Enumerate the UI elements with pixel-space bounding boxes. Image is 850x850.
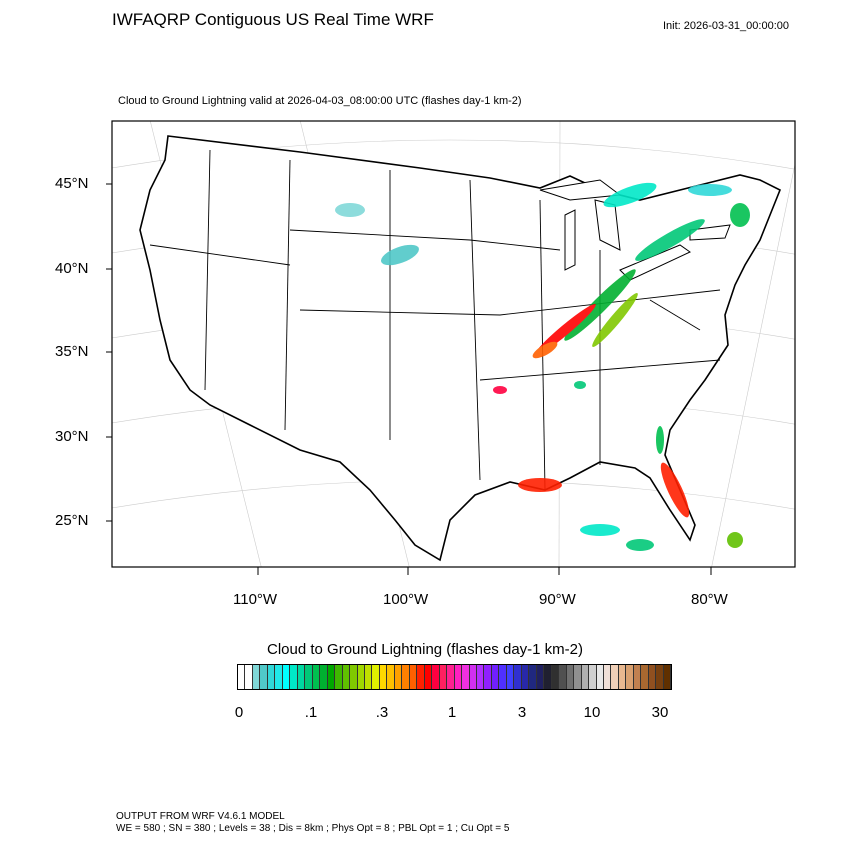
colorbar-swatch [267,665,276,689]
colorbar-swatch [372,665,380,689]
footer-config: WE = 580 ; SN = 380 ; Levels = 38 ; Dis … [116,823,510,834]
lightning-cells [335,182,750,551]
colorbar-swatch [320,665,328,689]
colorbar-swatch [529,665,537,689]
colorbar-swatch [402,665,410,689]
colorbar-swatch [611,665,619,689]
colorbar-swatch [432,665,440,689]
colorbar-swatch [589,665,597,689]
colorbar-swatch [447,665,455,689]
colorbar-swatch [327,665,336,689]
colorbar [237,664,673,690]
lat-ticks [106,183,112,522]
colorbar-swatch [260,665,268,689]
colorbar-swatch [626,665,634,689]
colorbar-swatch [297,665,306,689]
great-lakes [539,179,731,281]
colorbar-swatch [350,665,358,689]
colorbar-swatch [641,665,649,689]
colorbar-swatch [409,665,418,689]
colorbar-swatch [238,665,246,689]
colorbar-swatch [439,665,448,689]
colorbar-swatch [499,665,507,689]
lat-label: 30°N [55,428,89,445]
colorbar-swatch [379,665,388,689]
lon-label: 80°W [691,591,728,608]
colorbar-swatch [656,665,664,689]
colorbar-swatch [581,665,590,689]
colorbar-swatch [364,665,373,689]
us-outline [139,135,782,562]
colorbar-swatch [514,665,522,689]
colorbar-swatch [469,665,477,689]
colorbar-swatch [491,665,500,689]
colorbar-label: 30 [651,704,669,721]
colorbar-swatch [454,665,463,689]
colorbar-swatch [551,665,560,689]
colorbar-swatch [477,665,485,689]
colorbar-label: 10 [583,704,601,721]
footer-model: OUTPUT FROM WRF V4.6.1 MODEL [116,811,285,822]
colorbar-swatch [275,665,283,689]
colorbar-swatch [342,665,351,689]
colorbar-swatch [506,665,515,689]
colorbar-swatch [603,665,612,689]
colorbar-swatch [387,665,395,689]
colorbar-swatch [417,665,425,689]
colorbar-swatch [282,665,291,689]
colorbar-swatch [394,665,403,689]
colorbar-swatch [536,665,545,689]
colorbar-swatch [521,665,530,689]
lat-label: 25°N [55,512,89,529]
colorbar-swatch [663,665,672,689]
init-time: Init: 2026-03-31_00:00:00 [663,20,789,32]
colorbar-swatch [574,665,582,689]
figure-title: IWFAQRP Contiguous US Real Time WRF [112,10,434,29]
colorbar-swatch [633,665,642,689]
lon-label: 90°W [539,591,576,608]
colorbar-swatch [462,665,470,689]
plot-frame [111,120,796,568]
plot-subtitle: Cloud to Ground Lightning valid at 2026-… [118,95,522,107]
colorbar-swatch [305,665,313,689]
colorbar-swatch [335,665,343,689]
colorbar-label: 0 [234,704,244,721]
colorbar-swatch [290,665,298,689]
colorbar-swatch [648,665,657,689]
colorbar-label: .1 [304,704,318,721]
lat-label: 40°N [55,260,89,277]
colorbar-swatch [566,665,575,689]
colorbar-label: 1 [447,704,457,721]
colorbar-label: .3 [375,704,389,721]
colorbar-swatch [544,665,552,689]
lon-label: 110°W [233,591,278,608]
state-borders [149,149,721,491]
lat-label: 35°N [55,343,89,360]
colorbar-label: 3 [517,704,527,721]
colorbar-swatch [596,665,604,689]
colorbar-swatch [618,665,627,689]
colorbar-swatch [559,665,567,689]
lon-label: 100°W [383,591,429,608]
colorbar-swatch [424,665,433,689]
lat-label: 45°N [55,175,89,192]
colorbar-swatch [312,665,321,689]
colorbar-swatch [252,665,261,689]
colorbar-title: Cloud to Ground Lightning (flashes day-1… [267,641,583,658]
colorbar-swatch [357,665,365,689]
colorbar-swatch [245,665,253,689]
lon-ticks [257,567,712,575]
colorbar-swatch [484,665,492,689]
